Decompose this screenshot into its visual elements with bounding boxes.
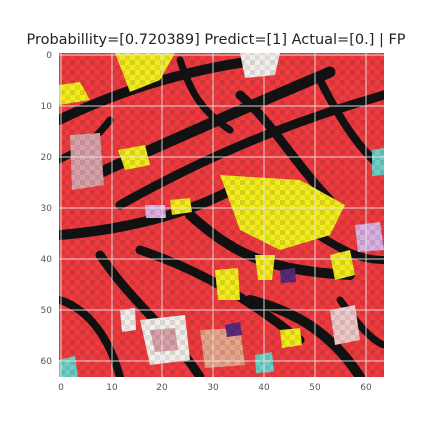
x-tick-label: 0 [58, 383, 64, 393]
y-tick-label: 50 [41, 306, 53, 316]
x-tick-label: 30 [207, 383, 219, 393]
y-tick-label: 10 [41, 102, 53, 112]
x-tick-label: 60 [360, 383, 372, 393]
y-tick-label: 40 [41, 255, 53, 265]
y-tick-label: 30 [41, 204, 53, 214]
pixel-image [59, 53, 384, 377]
x-tick-label: 50 [309, 383, 321, 393]
x-tick-label: 20 [156, 383, 168, 393]
x-tick-label: 10 [106, 383, 118, 393]
y-tick-label: 0 [46, 51, 52, 61]
x-tick-label: 40 [258, 383, 270, 393]
y-tick-label: 20 [41, 153, 53, 163]
grid-lines [59, 53, 384, 377]
y-tick-label: 60 [41, 357, 53, 367]
figure-title: Probabillity=[0.720389] Predict=[1] Actu… [26, 32, 406, 48]
